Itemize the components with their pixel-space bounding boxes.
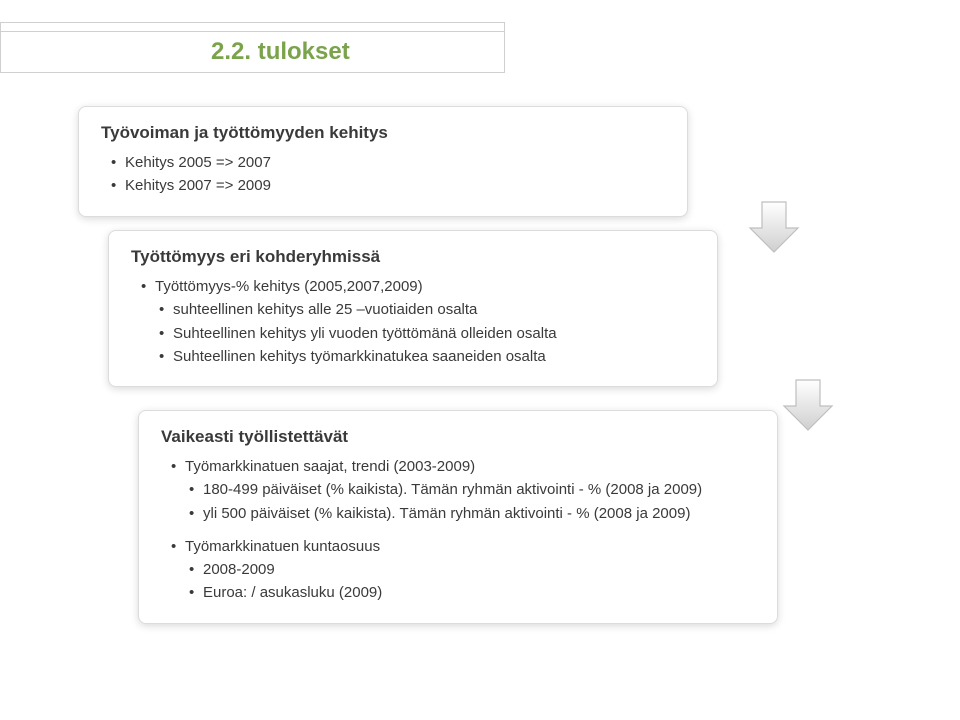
list-item: Kehitys 2007 => 2009 [115, 174, 665, 197]
list-subitem: Euroa: / asukasluku (2009) [193, 581, 755, 604]
slide: 2.2. tulokset Työvoiman ja työttömyyden … [0, 0, 960, 720]
card-list: Kehitys 2005 => 2007 Kehitys 2007 => 200… [101, 151, 665, 198]
list-subitem: suhteellinen kehitys alle 25 –vuotiaiden… [163, 298, 695, 321]
card-heading: Työttömyys eri kohderyhmissä [131, 247, 695, 267]
list-item: Kehitys 2005 => 2007 [115, 151, 665, 174]
card-vaikeasti: Vaikeasti työllistettävät Työmarkkinatue… [138, 410, 778, 624]
list-subitem: Suhteellinen kehitys yli vuoden työttömä… [163, 322, 695, 345]
list-item: Työmarkkinatuen saajat, trendi (2003-200… [175, 455, 755, 478]
titlebar: 2.2. tulokset [0, 22, 505, 73]
list-subitem: 2008-2009 [193, 558, 755, 581]
card-heading: Vaikeasti työllistettävät [161, 427, 755, 447]
list-subitem: yli 500 päiväiset (% kaikista). Tämän ry… [193, 502, 755, 525]
arrow-down-icon [748, 200, 800, 254]
card-list: Työmarkkinatuen saajat, trendi (2003-200… [161, 455, 755, 525]
spacer [161, 525, 755, 535]
page-title: 2.2. tulokset [211, 38, 350, 66]
list-subitem: Suhteellinen kehitys työmarkkinatukea sa… [163, 345, 695, 368]
card-list: Työttömyys-% kehitys (2005,2007,2009) su… [131, 275, 695, 368]
card-tyovoima: Työvoiman ja työttömyyden kehitys Kehity… [78, 106, 688, 217]
card-list: Työmarkkinatuen kuntaosuus 2008-2009 Eur… [161, 535, 755, 605]
arrow-down-icon [782, 378, 834, 432]
titlebar-main: 2.2. tulokset [0, 31, 505, 73]
list-item: Työmarkkinatuen kuntaosuus [175, 535, 755, 558]
list-item: Työttömyys-% kehitys (2005,2007,2009) [145, 275, 695, 298]
card-heading: Työvoiman ja työttömyyden kehitys [101, 123, 665, 143]
list-subitem: 180-499 päiväiset (% kaikista). Tämän ry… [193, 478, 755, 501]
card-tyottomyys: Työttömyys eri kohderyhmissä Työttömyys-… [108, 230, 718, 387]
